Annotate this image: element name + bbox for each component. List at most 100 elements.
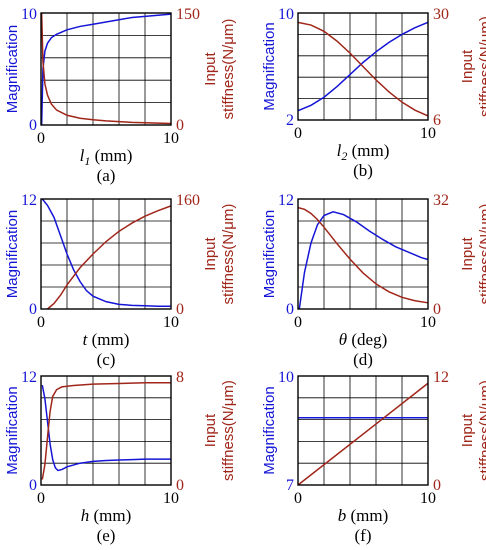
y-left-tick-min: 2: [286, 112, 294, 129]
magnification-curve-d: [298, 211, 429, 310]
plot-frame-b: [297, 12, 429, 121]
panel-caption: (c): [97, 350, 116, 369]
grid-e: [41, 376, 171, 485]
stiffness-curve-c: [47, 205, 172, 310]
x-axis-subscript: 1: [84, 154, 90, 168]
y-right-label-line1: Input: [202, 236, 219, 270]
y-left-tick-max: 12: [21, 369, 37, 386]
x-tick-min: 0: [294, 125, 302, 142]
y-left-label: Magnification: [4, 386, 21, 474]
x-axis-variable: θ: [339, 330, 347, 349]
y-right-tick-min: 0: [433, 301, 441, 318]
x-tick-min: 0: [37, 314, 45, 331]
x-axis-label: b (mm): [338, 506, 389, 525]
magnification-curve-a: [40, 13, 172, 126]
x-axis-label: t (mm): [83, 330, 130, 349]
grid-c: [41, 199, 171, 309]
x-tick-min: 0: [294, 490, 302, 507]
y-right-label-line1: Input: [202, 413, 219, 447]
y-right-tick-max: 160: [176, 192, 200, 209]
x-axis-variable: t: [83, 330, 89, 349]
x-tick-max: 10: [163, 130, 179, 147]
y-left-tick-max: 12: [278, 192, 294, 209]
x-axis-variable: b: [338, 506, 347, 525]
y-left-tick-max: 10: [21, 6, 37, 23]
panel-caption: (b): [353, 161, 373, 180]
x-tick-max: 10: [420, 490, 436, 507]
stiffness-curve-d: [297, 206, 429, 304]
y-right-label-line2: stiffness(N/μm): [220, 380, 237, 481]
plot-frame-d: [297, 198, 429, 310]
x-axis-subscript: 2: [341, 149, 347, 163]
y-right-tick-min: 0: [176, 301, 184, 318]
stiffness-curve-a: [40, 12, 172, 125]
x-axis-unit: (mm): [87, 330, 129, 349]
plot-frame-e: [40, 375, 172, 486]
x-axis-label: h (mm): [81, 506, 132, 525]
grid-a: [41, 13, 171, 125]
y-right-tick-min: 0: [433, 477, 441, 494]
y-right-label-line2: stiffness(N/μm): [220, 19, 237, 120]
x-axis-unit: (mm): [346, 506, 388, 525]
x-axis-variable: l: [337, 141, 342, 160]
x-tick-min: 0: [37, 130, 45, 147]
y-right-tick-max: 150: [176, 6, 200, 23]
panel-caption: (f): [355, 526, 372, 545]
y-left-tick-max: 10: [278, 6, 294, 23]
grid-b: [298, 13, 428, 120]
y-left-label: Magnification: [261, 22, 278, 110]
x-axis-label: θ (deg): [339, 330, 387, 349]
y-right-tick-min: 0: [176, 117, 184, 134]
y-right-label-line1: Input: [459, 49, 476, 83]
panel-caption: (e): [97, 526, 116, 545]
y-left-tick-max: 12: [21, 192, 37, 209]
y-right-tick-max: 32: [433, 192, 449, 209]
y-right-tick-max: 12: [433, 369, 449, 386]
x-axis-label: l1 (mm): [80, 146, 133, 168]
x-tick-min: 0: [37, 490, 45, 507]
y-right-tick-min: 0: [176, 477, 184, 494]
stiffness-curve-e: [41, 382, 171, 480]
x-axis-variable: l: [80, 146, 85, 165]
y-left-tick-max: 10: [278, 369, 294, 386]
y-right-label-line1: Input: [459, 236, 476, 270]
plot-frame-c: [40, 198, 172, 310]
y-right-label-line2: stiffness(N/μm): [477, 380, 486, 481]
y-right-tick-min: 6: [433, 112, 441, 129]
y-left-tick-min: 0: [29, 477, 37, 494]
y-left-label: Magnification: [4, 25, 21, 113]
magnification-curve-c: [41, 198, 171, 307]
y-left-tick-min: 7: [286, 477, 294, 494]
y-right-label-line2: stiffness(N/μm): [220, 204, 237, 305]
x-axis-label: l2 (mm): [337, 141, 390, 163]
plot-frame-f: [297, 375, 429, 486]
y-right-label-line1: Input: [202, 51, 219, 85]
y-right-tick-max: 8: [176, 369, 184, 386]
x-axis-unit: (mm): [90, 146, 132, 165]
x-tick-max: 10: [420, 125, 436, 142]
y-left-tick-min: 0: [29, 117, 37, 134]
y-left-label: Magnification: [261, 386, 278, 474]
magnification-curve-e: [41, 384, 171, 472]
grid-f: [298, 376, 428, 485]
x-tick-max: 10: [420, 314, 436, 331]
y-right-label-line2: stiffness(N/μm): [477, 16, 486, 117]
panel-caption: (d): [353, 350, 373, 369]
stiffness-curve-f: [297, 382, 429, 486]
grid-d: [298, 199, 428, 309]
y-left-label: Magnification: [261, 210, 278, 298]
x-axis-unit: (mm): [89, 506, 131, 525]
x-tick-min: 0: [294, 314, 302, 331]
x-tick-max: 10: [163, 314, 179, 331]
y-right-label-line1: Input: [459, 413, 476, 447]
y-left-tick-min: 0: [286, 301, 294, 318]
x-axis-unit: (mm): [347, 141, 389, 160]
plot-frame-a: [40, 12, 172, 126]
